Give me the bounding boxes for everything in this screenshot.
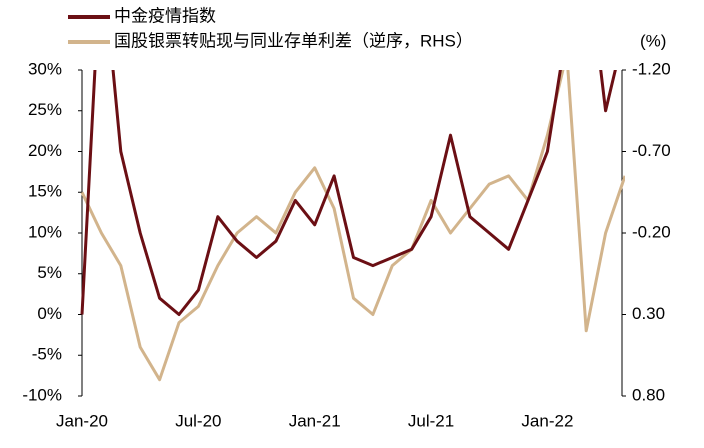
y2-tick-label: 0.30 (632, 304, 665, 323)
x-tick-label: Jul-21 (408, 411, 454, 430)
y-tick-label: 25% (28, 100, 62, 119)
series-line (80, 70, 617, 316)
y2-tick-label: -0.70 (632, 141, 671, 160)
legend-label: 国股银票转贴现与同业存单利差（逆序，RHS） (114, 31, 473, 50)
x-tick-label: Jan-20 (56, 411, 108, 430)
y2-tick-label: -1.20 (632, 59, 671, 78)
y-tick-label: -5% (32, 345, 62, 364)
y-tick-label: 20% (28, 141, 62, 160)
x-tick-label: Jan-21 (289, 411, 341, 430)
series-line (80, 70, 625, 382)
y-tick-label: -10% (22, 385, 62, 404)
y2-tick-label: -0.20 (632, 222, 671, 241)
x-tick-label: Jul-20 (175, 411, 221, 430)
y2-tick-label: 0.80 (632, 385, 665, 404)
y-tick-label: 5% (37, 263, 62, 282)
y-tick-label: 10% (28, 222, 62, 241)
y-tick-label: 30% (28, 59, 62, 78)
legend-label: 中金疫情指数 (114, 6, 216, 25)
unit-annotation: (%) (640, 31, 666, 50)
y-tick-label: 0% (37, 304, 62, 323)
x-tick-label: Jan-22 (521, 411, 573, 430)
y-tick-label: 15% (28, 182, 62, 201)
